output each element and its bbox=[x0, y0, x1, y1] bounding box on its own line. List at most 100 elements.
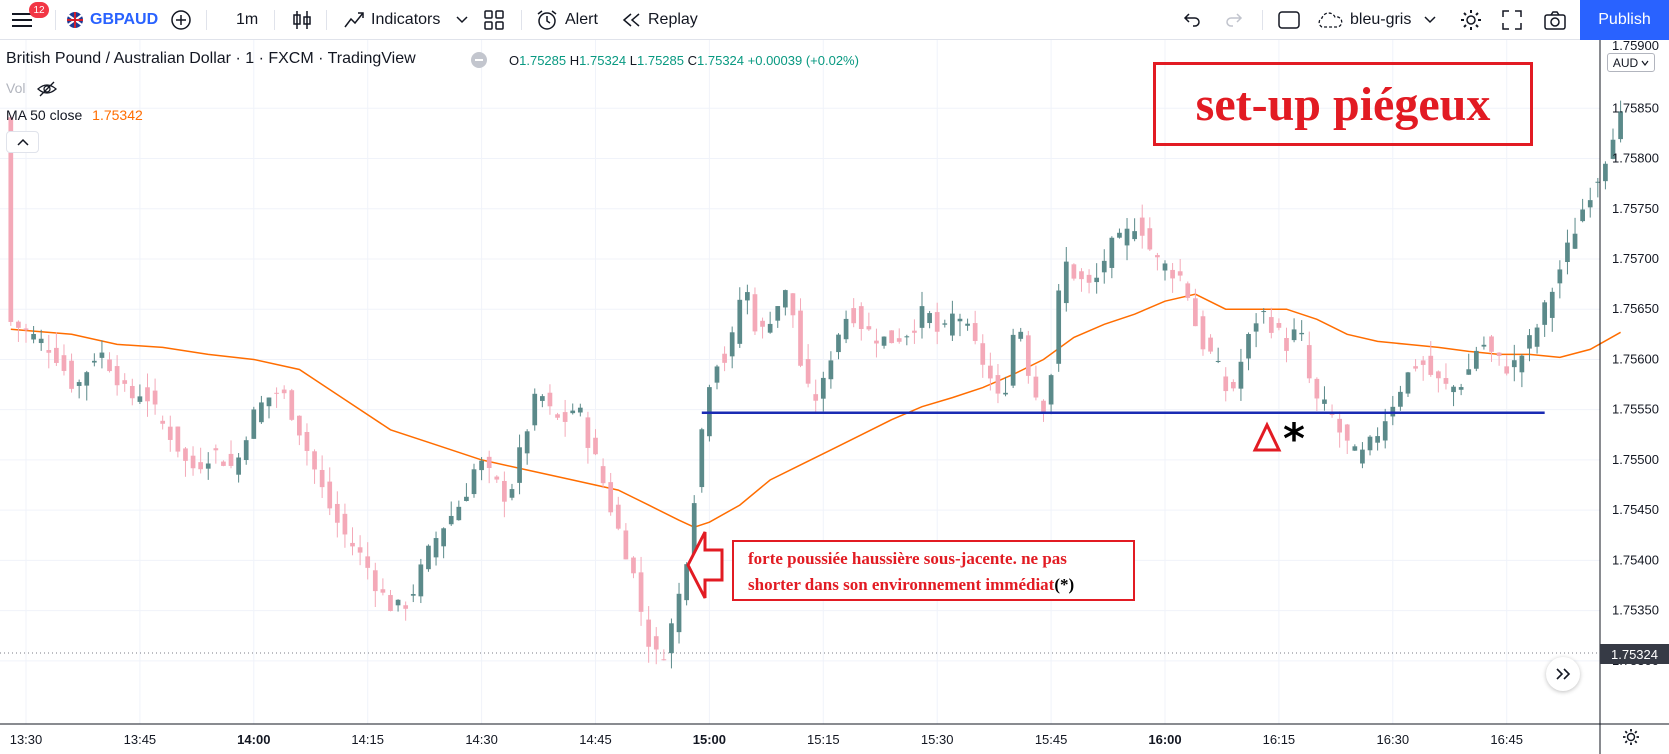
candle-body bbox=[1071, 264, 1077, 279]
candle-body bbox=[1079, 271, 1084, 280]
candle-body bbox=[1360, 449, 1365, 464]
candle-body bbox=[259, 402, 264, 423]
indicators-dropdown[interactable] bbox=[456, 0, 468, 40]
collapse-legend-button[interactable] bbox=[471, 52, 487, 68]
candle-body bbox=[16, 321, 21, 328]
candle-body bbox=[46, 350, 52, 353]
note-annotation[interactable]: forte poussiée haussière sous-jacente. n… bbox=[732, 540, 1135, 601]
notification-badge: 12 bbox=[29, 2, 49, 18]
candle-body bbox=[775, 306, 781, 321]
candle-body bbox=[1458, 387, 1464, 390]
symbol-search-button[interactable]: GBPAUD bbox=[66, 0, 158, 40]
candle-body bbox=[236, 457, 241, 475]
alert-button[interactable]: Alert bbox=[535, 0, 598, 40]
collapse-indicators-button[interactable] bbox=[6, 131, 39, 153]
candle-body bbox=[251, 409, 257, 439]
candle-body bbox=[426, 545, 431, 570]
candle-body bbox=[517, 447, 522, 483]
candle-body bbox=[114, 366, 120, 386]
candle-body bbox=[129, 385, 135, 399]
candle-body bbox=[441, 528, 446, 547]
snapshot-button[interactable] bbox=[1544, 0, 1566, 40]
candle-body bbox=[1208, 337, 1213, 352]
change-value: +0.00039 (+0.02%) bbox=[747, 53, 859, 68]
price-tick-label: 1.75450 bbox=[1612, 502, 1659, 517]
candle-body bbox=[1193, 298, 1198, 327]
candle-body bbox=[1428, 355, 1434, 375]
time-tick-label: 15:30 bbox=[921, 732, 954, 747]
layouts-button[interactable] bbox=[484, 0, 504, 40]
candle-body bbox=[699, 429, 705, 488]
candle-body bbox=[1504, 366, 1510, 374]
undo-button[interactable] bbox=[1183, 0, 1201, 40]
candle-body bbox=[942, 323, 948, 325]
candle-body bbox=[714, 366, 720, 383]
candle-body bbox=[319, 469, 325, 488]
candle-body bbox=[638, 572, 644, 612]
candle-body bbox=[1223, 376, 1229, 392]
candle-body bbox=[175, 426, 181, 452]
candle-body bbox=[798, 310, 803, 366]
candle-body bbox=[334, 503, 340, 523]
chart-type-button[interactable] bbox=[292, 0, 312, 40]
alert-label: Alert bbox=[565, 11, 598, 28]
candles-icon bbox=[293, 11, 311, 29]
scroll-to-realtime-button[interactable] bbox=[1546, 657, 1580, 691]
interval-button[interactable]: 1m bbox=[236, 11, 259, 28]
settings-button[interactable] bbox=[1460, 0, 1482, 40]
layout-dropdown[interactable] bbox=[1424, 0, 1436, 40]
vol-legend[interactable]: Vol bbox=[6, 80, 58, 97]
candle-body bbox=[547, 392, 553, 407]
candle-body bbox=[684, 564, 689, 601]
price-chart[interactable]: 1.753001.753501.754001.754501.755001.755… bbox=[0, 40, 1669, 754]
candle-body bbox=[1063, 261, 1069, 304]
candle-body bbox=[1405, 372, 1411, 394]
last-price-tag: 1.75324 bbox=[1600, 644, 1669, 664]
candle-body bbox=[737, 299, 743, 344]
candle-body bbox=[494, 476, 500, 480]
price-tick-label: 1.75850 bbox=[1612, 100, 1659, 115]
axis-settings-button[interactable] bbox=[1622, 728, 1640, 751]
low-value: 1.75285 bbox=[637, 53, 684, 68]
candle-body bbox=[1466, 369, 1472, 375]
candle-body bbox=[388, 595, 393, 612]
candle-body bbox=[669, 623, 674, 654]
candle-body bbox=[198, 462, 204, 470]
setup-annotation[interactable]: set-up piégeux bbox=[1153, 62, 1533, 146]
candle-body bbox=[676, 593, 682, 633]
toolbar-divider bbox=[521, 10, 522, 30]
fullscreen-layout-button[interactable] bbox=[1278, 0, 1300, 40]
gear-icon bbox=[1623, 729, 1639, 745]
candle-body bbox=[380, 589, 386, 593]
candle-body bbox=[1587, 200, 1593, 208]
triangle-marker-icon bbox=[1252, 421, 1282, 452]
redo-button[interactable] bbox=[1225, 0, 1243, 40]
compare-button[interactable] bbox=[170, 0, 192, 40]
close-label: C bbox=[687, 53, 698, 68]
replay-button[interactable]: Replay bbox=[622, 0, 698, 40]
candle-body bbox=[1025, 335, 1031, 376]
candle-body bbox=[919, 306, 925, 328]
indicators-button[interactable]: Indicators bbox=[343, 0, 440, 40]
publish-button[interactable]: Publish bbox=[1580, 0, 1669, 40]
candle-body bbox=[1018, 331, 1024, 339]
candle-body bbox=[980, 343, 986, 365]
candle-body bbox=[752, 294, 758, 332]
ma-legend[interactable]: MA 50 close 1.75342 bbox=[6, 107, 143, 123]
candle-body bbox=[190, 455, 196, 469]
candle-body bbox=[84, 372, 90, 386]
ma-value: 1.75342 bbox=[92, 107, 143, 123]
currency-selector[interactable]: AUD bbox=[1607, 53, 1655, 72]
candle-body bbox=[950, 313, 955, 336]
candle-body bbox=[433, 538, 439, 558]
fullscreen-button[interactable] bbox=[1502, 0, 1522, 40]
candle-body bbox=[1132, 231, 1137, 240]
candle-body bbox=[1489, 336, 1494, 352]
layout-name-button[interactable]: bleu-gris bbox=[1316, 0, 1411, 40]
menu-button[interactable] bbox=[12, 0, 34, 40]
currency-label: AUD bbox=[1612, 55, 1639, 70]
candle-body bbox=[395, 599, 401, 606]
candle-body bbox=[1306, 345, 1312, 379]
chevron-down-icon bbox=[1641, 60, 1649, 66]
candle-body bbox=[54, 347, 59, 363]
